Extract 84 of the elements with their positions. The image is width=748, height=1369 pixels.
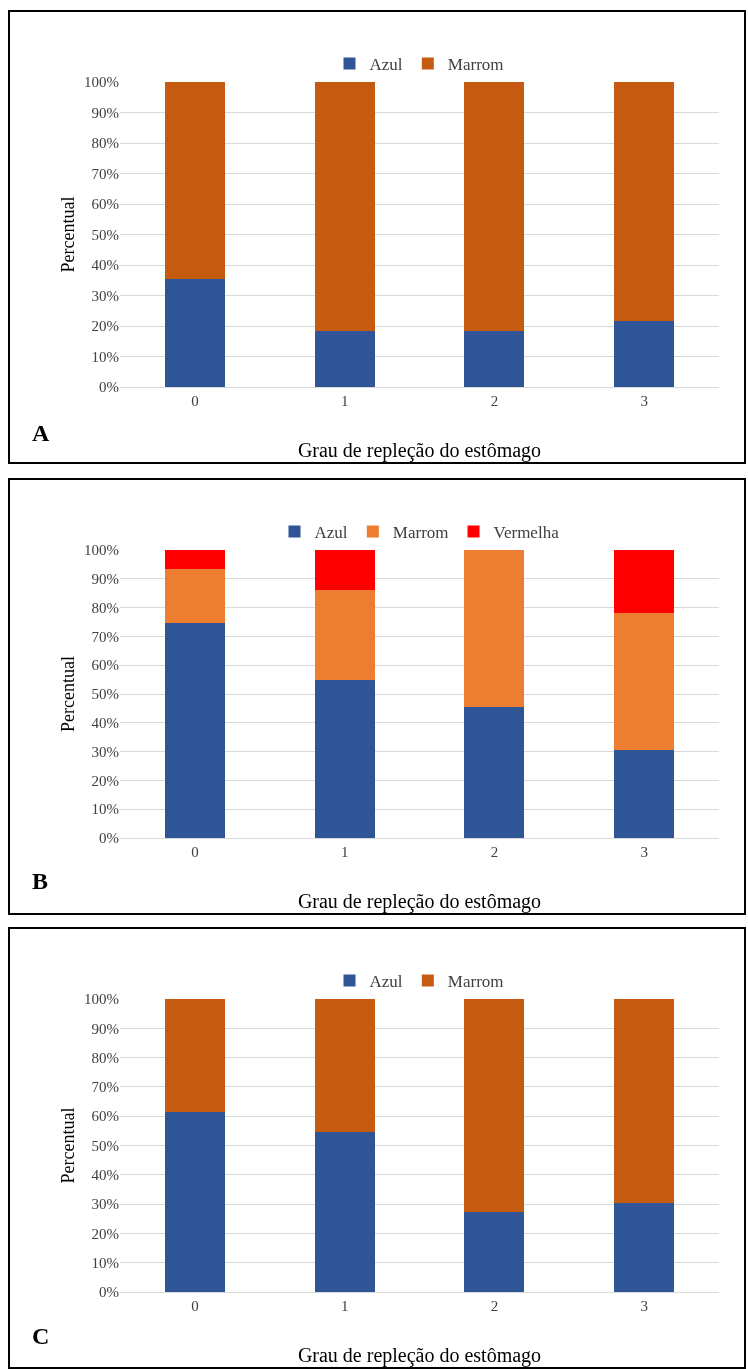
y-tick-label: 60%: [91, 657, 119, 674]
bar: [614, 999, 675, 1203]
bar: [464, 331, 525, 387]
y-tick-label: 70%: [91, 1079, 119, 1096]
x-tick-label: 2: [490, 1298, 499, 1314]
y-tick-label: 0%: [99, 830, 119, 847]
bar: [614, 750, 675, 838]
legend-label: Azul: [369, 972, 403, 992]
bar: [314, 550, 375, 590]
bar: [614, 1202, 675, 1292]
text: B: [32, 868, 49, 894]
y-tick-label: 50%: [91, 226, 119, 243]
bar: [314, 1132, 375, 1292]
bar: [614, 613, 675, 751]
x-tick-label: 1: [340, 1298, 349, 1314]
bar: [164, 999, 225, 1112]
y-tick-label: 90%: [91, 571, 119, 588]
bar: [164, 568, 225, 624]
y-tick-label: 80%: [91, 1049, 119, 1066]
y-tick-label: 20%: [91, 318, 119, 335]
bar: [614, 320, 675, 387]
y-axis-title: Percentual: [58, 656, 78, 732]
y-tick-label: 40%: [91, 715, 119, 732]
bar: [164, 278, 225, 387]
y-tick-label: 100%: [84, 542, 119, 559]
y-tick-label: 80%: [91, 135, 119, 152]
legend-label: Vermelha: [493, 523, 560, 543]
legend-label: Marrom: [392, 523, 449, 543]
bar: [164, 1111, 225, 1292]
y-tick-label: 30%: [91, 743, 119, 760]
y-tick-label: 30%: [91, 287, 119, 304]
y-tick-label: 0%: [99, 1284, 119, 1301]
bar: [164, 623, 225, 838]
y-tick-label: 10%: [91, 348, 119, 365]
y-tick-label: 60%: [91, 196, 119, 213]
legend-label: Azul: [369, 55, 403, 75]
y-tick-label: 0%: [99, 379, 119, 396]
y-tick-label: 100%: [84, 991, 119, 1008]
y-axis-title: Percentual: [58, 196, 78, 273]
y-tick-label: 90%: [91, 104, 119, 121]
y-tick-label: 50%: [91, 1137, 119, 1154]
text: A: [32, 420, 50, 446]
bar: [314, 331, 375, 387]
x-tick-label: 1: [340, 844, 349, 860]
x-tick-label: 0: [191, 1298, 199, 1314]
x-tick-label: 0: [191, 393, 199, 409]
legend-label: Marrom: [447, 972, 504, 992]
y-tick-label: 70%: [91, 628, 119, 645]
x-tick-label: 3: [640, 393, 648, 409]
bar: [464, 706, 525, 838]
bar: [164, 550, 225, 569]
x-tick-label: 0: [191, 844, 199, 860]
x-tick-label: 2: [490, 393, 499, 409]
bar: [464, 1212, 525, 1292]
x-axis-title: Grau de repleção do estômago: [297, 1344, 542, 1367]
y-tick-label: 10%: [91, 801, 119, 818]
y-axis-title: Percentual: [58, 1107, 78, 1184]
y-tick-label: 80%: [91, 599, 119, 616]
y-tick-label: 100%: [84, 74, 119, 91]
bar: [614, 550, 675, 614]
y-tick-label: 60%: [91, 1108, 119, 1125]
y-tick-label: 50%: [91, 686, 119, 703]
bar: [314, 589, 375, 681]
x-tick-label: 2: [490, 844, 499, 860]
y-tick-label: 30%: [91, 1196, 119, 1213]
bar: [614, 82, 675, 321]
bar: [464, 550, 525, 707]
y-tick-label: 70%: [91, 165, 119, 182]
bar: [164, 82, 225, 279]
y-tick-label: 10%: [91, 1254, 119, 1271]
x-tick-label: 3: [640, 1298, 648, 1314]
y-tick-label: 90%: [91, 1020, 119, 1037]
legend-label: Marrom: [447, 55, 504, 75]
y-tick-label: 40%: [91, 1167, 119, 1184]
y-tick-label: 20%: [91, 772, 119, 789]
x-axis-title: Grau de repleção do estômago: [297, 890, 542, 913]
x-tick-label: 3: [640, 844, 648, 860]
legend-label: Azul: [314, 523, 348, 543]
text: C: [32, 1323, 50, 1349]
y-tick-label: 40%: [91, 257, 119, 274]
x-tick-label: 1: [340, 393, 349, 409]
x-axis-title: Grau de repleção do estômago: [297, 439, 542, 462]
y-tick-label: 20%: [91, 1225, 119, 1242]
bar: [314, 680, 375, 838]
